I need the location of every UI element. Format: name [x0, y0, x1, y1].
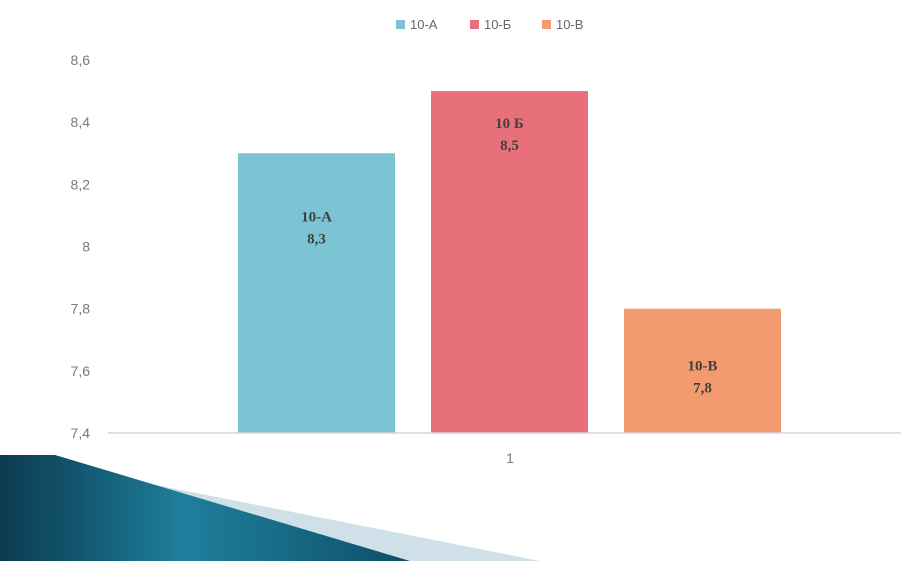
x-tick-label: 1 — [506, 450, 514, 466]
legend: 10-А 10-Б 10-В — [396, 17, 583, 32]
decorative-swoosh — [0, 455, 540, 561]
data-label: 10-А — [301, 209, 332, 225]
legend-swatch — [542, 20, 551, 29]
y-tick-label: 7,6 — [71, 363, 91, 379]
data-label: 10 Б — [495, 116, 524, 132]
swoosh-dark-shape — [0, 455, 410, 561]
bars — [238, 91, 781, 433]
legend-swatch — [470, 20, 479, 29]
y-tick-label: 8,2 — [71, 176, 91, 192]
bar-1 — [238, 153, 395, 433]
data-label: 8,5 — [500, 138, 519, 154]
bar-3 — [624, 308, 781, 433]
y-tick-label: 7,4 — [71, 425, 91, 441]
data-labels: 10-А 8,3 10 Б 8,5 10-В 7,8 — [301, 116, 717, 397]
data-label: 8,3 — [307, 231, 326, 247]
y-axis-ticks: 7,4 7,6 7,8 8 8,2 8,4 8,6 — [71, 52, 91, 441]
legend-label: 10-В — [556, 17, 583, 32]
legend-swatch — [396, 20, 405, 29]
y-tick-label: 8 — [82, 239, 90, 255]
legend-label: 10-А — [410, 17, 438, 32]
data-label: 10-В — [688, 359, 718, 375]
bar-2 — [431, 91, 588, 433]
data-label: 7,8 — [693, 381, 712, 397]
y-tick-label: 7,8 — [71, 301, 91, 317]
y-tick-label: 8,4 — [71, 114, 91, 130]
legend-label: 10-Б — [484, 17, 511, 32]
y-tick-label: 8,6 — [71, 52, 91, 68]
